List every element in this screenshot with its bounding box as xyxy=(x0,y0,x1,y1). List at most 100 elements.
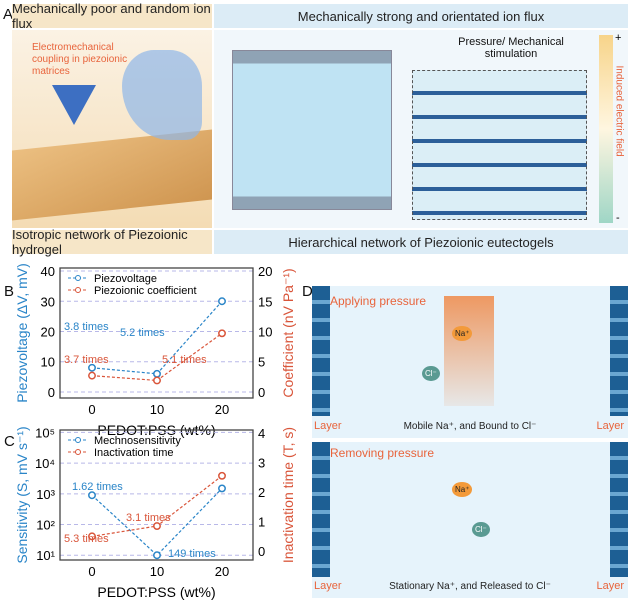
panel-label-c: C xyxy=(4,433,15,450)
y-tick-label: 0 xyxy=(48,385,55,400)
y-axis-label: Piezovoltage (ΔV, mV) xyxy=(14,263,30,403)
legend-marker xyxy=(75,275,81,281)
y2-tick-label: 5 xyxy=(258,355,265,370)
y2-axis-label: Inactivation time (T, s) xyxy=(280,427,296,563)
legend-label: Inactivation time xyxy=(94,447,173,459)
panel-a-footer-left: Isotropic network of Piezoionic hydrogel xyxy=(12,227,212,257)
x-tick-label: 0 xyxy=(88,564,95,579)
plot-frame xyxy=(59,429,254,561)
x-tick-label: 0 xyxy=(88,402,95,417)
y2-tick-label: 1 xyxy=(258,515,265,530)
layer-label-right: Layer xyxy=(596,580,624,592)
data-point xyxy=(218,471,226,480)
panel-label-b: B xyxy=(4,283,15,300)
y-tick-label: 40 xyxy=(41,264,55,279)
legend-label: Piezoionic coefficient xyxy=(94,285,197,297)
arrow-down-icon xyxy=(52,85,96,125)
layer-left xyxy=(312,286,330,416)
annotation: 5.1 times xyxy=(162,354,207,366)
y2-tick-label: 15 xyxy=(258,294,272,309)
y2-tick-label: 0 xyxy=(258,544,265,559)
legend-marker xyxy=(75,437,81,443)
layered-stack xyxy=(232,50,392,210)
legend-label: Mechnosensitivity xyxy=(94,435,181,447)
coupling-callout: Electromechanical coupling in piezoionic… xyxy=(32,42,128,77)
hydrogel-illustration: Electromechanical coupling in piezoionic… xyxy=(12,30,212,228)
data-point xyxy=(218,297,226,306)
annotation: 1.62 times xyxy=(72,481,123,493)
legend-marker xyxy=(75,449,81,455)
hand-image xyxy=(122,50,202,140)
layer-right xyxy=(610,286,628,416)
data-point xyxy=(153,376,161,385)
data-point xyxy=(88,371,96,380)
x-axis-label: PEDOT:PSS (wt%) xyxy=(97,584,215,600)
layer-left xyxy=(312,442,330,577)
legend-label: Piezovoltage xyxy=(94,273,157,285)
data-point xyxy=(218,329,226,338)
data-point xyxy=(218,484,226,493)
layered-ion-channel xyxy=(412,70,587,220)
y-tick-label: 10¹ xyxy=(36,548,55,563)
removing-pressure-panel: Removing pressure Na⁺ Cl⁻ Layer Stationa… xyxy=(312,442,628,598)
y-tick-label: 10³ xyxy=(36,487,55,502)
cl-ion: Cl⁻ xyxy=(422,366,440,381)
na-ion: Na⁺ xyxy=(452,482,473,497)
x-tick-label: 20 xyxy=(215,402,229,417)
layer-label-right: Layer xyxy=(596,420,624,432)
panel-a-header-right: Mechanically strong and orientated ion f… xyxy=(214,4,628,28)
y-tick-label: 30 xyxy=(41,294,55,309)
electric-field-bar xyxy=(599,35,613,223)
na-ion-flux xyxy=(444,296,494,406)
plot-frame xyxy=(59,267,254,399)
annotation: 5.3 times xyxy=(64,533,109,545)
annotation: 5.2 times xyxy=(120,327,165,339)
applying-pressure-caption: Mobile Na⁺, and Bound to Cl⁻ xyxy=(403,421,537,432)
y2-tick-label: 4 xyxy=(258,426,265,441)
y2-tick-label: 3 xyxy=(258,456,265,471)
y2-tick-label: 10 xyxy=(258,324,272,339)
data-point xyxy=(153,522,161,530)
field-plus: + xyxy=(615,32,622,44)
x-tick-label: 20 xyxy=(215,564,229,579)
annotation: 149 times xyxy=(168,548,216,560)
y2-axis-label: Coefficient (nV Pa⁻¹) xyxy=(280,268,296,397)
x-tick-label: 10 xyxy=(150,564,164,579)
y2-tick-label: 2 xyxy=(258,485,265,500)
y-tick-label: 10⁵ xyxy=(35,425,55,440)
layer-label-left: Layer xyxy=(314,420,342,432)
field-minus: - xyxy=(616,212,620,224)
cl-ion: Cl⁻ xyxy=(472,522,490,537)
panel-label-d: D xyxy=(302,283,313,300)
data-point xyxy=(88,532,96,541)
panel-label-a: A xyxy=(3,6,14,23)
applying-pressure-panel: Applying pressure Na⁺ Cl⁻ Layer Mobile N… xyxy=(312,286,628,438)
annotation: 3.1 times xyxy=(126,512,171,524)
pressure-label: Pressure/ Mechanical stimulation xyxy=(458,36,564,60)
data-point xyxy=(153,551,161,560)
x-tick-label: 10 xyxy=(150,402,164,417)
legend-marker xyxy=(75,287,81,293)
removing-pressure-title: Removing pressure xyxy=(330,446,435,460)
na-ion: Na⁺ xyxy=(452,326,473,341)
y-axis-label: Sensitivity (S, mV s⁻¹) xyxy=(14,426,30,563)
y2-tick-label: 20 xyxy=(258,264,272,279)
y2-tick-label: 0 xyxy=(258,385,265,400)
panel-a-footer-right: Hierarchical network of Piezoionic eutec… xyxy=(214,230,628,254)
y-tick-label: 20 xyxy=(41,324,55,339)
field-label: Induced electric field xyxy=(613,65,625,157)
eutectogel-illustration: Pressure/ Mechanical stimulation + - Ind… xyxy=(214,30,628,228)
data-point xyxy=(153,369,161,378)
layer-label-left: Layer xyxy=(314,580,342,592)
y-tick-label: 10⁴ xyxy=(35,456,55,471)
annotation: 3.7 times xyxy=(64,354,109,366)
y-tick-label: 10² xyxy=(36,518,55,533)
removing-pressure-caption: Stationary Na⁺, and Released to Cl⁻ xyxy=(389,581,551,592)
annotation: 3.8 times xyxy=(64,321,109,333)
data-point xyxy=(88,363,96,372)
layer-right xyxy=(610,442,628,577)
data-point xyxy=(88,491,96,500)
applying-pressure-title: Applying pressure xyxy=(330,294,427,308)
